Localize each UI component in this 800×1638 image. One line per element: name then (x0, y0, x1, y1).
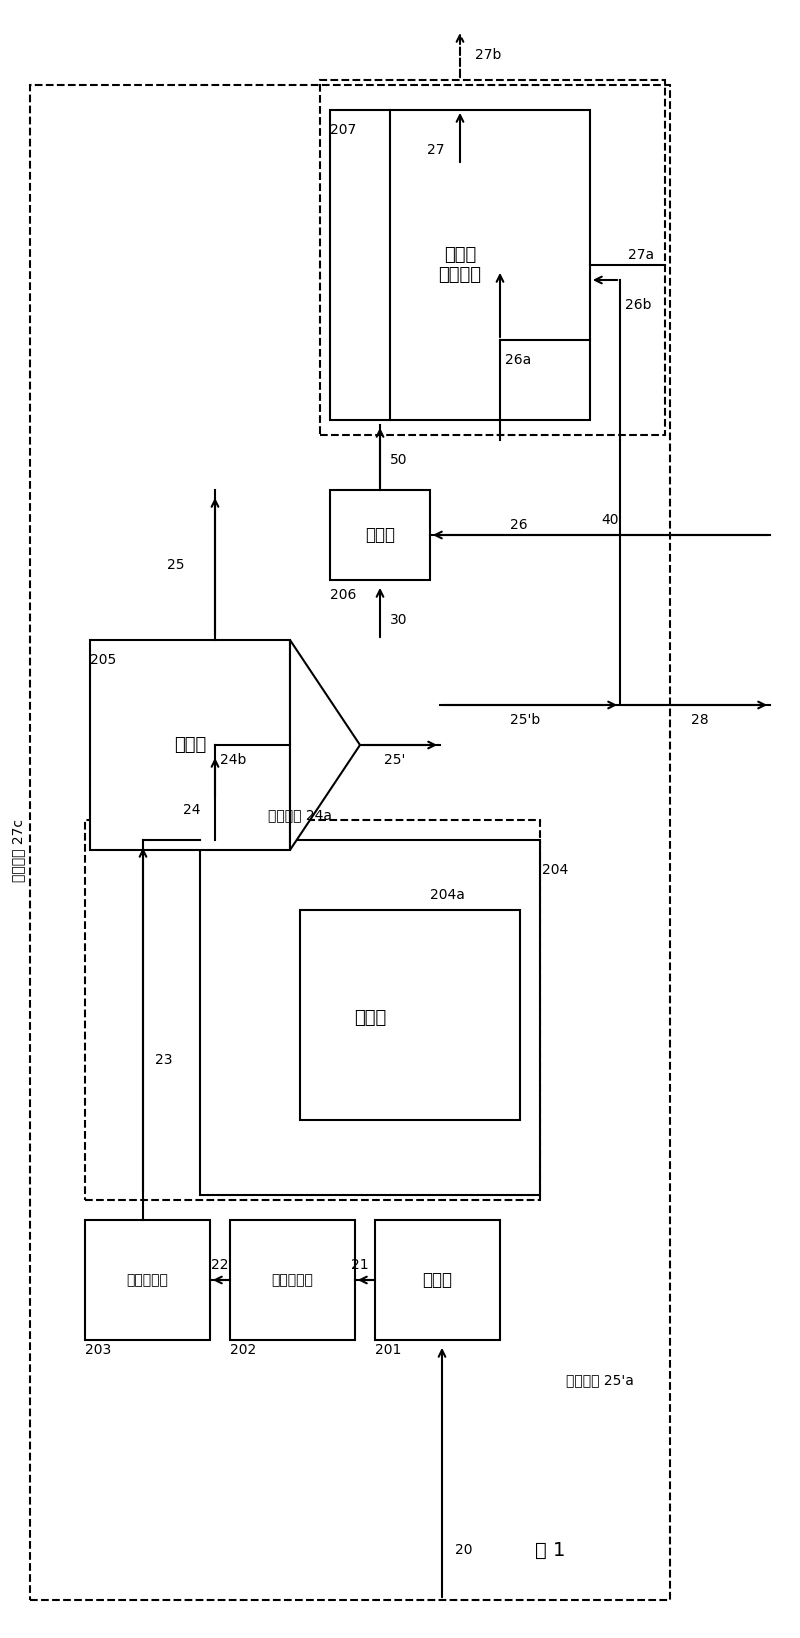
Text: 26a: 26a (505, 354, 531, 367)
Text: 内部回流 27c: 内部回流 27c (11, 819, 25, 881)
Text: 27: 27 (427, 143, 445, 157)
Text: 24: 24 (182, 803, 200, 817)
Text: 27b: 27b (475, 48, 502, 62)
Bar (85, 821, 540, 1201)
Bar (30, 85, 670, 1600)
Text: 28: 28 (691, 713, 709, 727)
Text: 27a: 27a (628, 247, 654, 262)
Bar (330, 490, 430, 580)
Bar (320, 80, 665, 436)
Text: 201: 201 (375, 1343, 402, 1356)
Text: 图 1: 图 1 (535, 1540, 565, 1559)
Text: 25'b: 25'b (510, 713, 540, 727)
Text: 生物膜
过滤装置: 生物膜 过滤装置 (438, 246, 482, 285)
Bar (85, 1220, 210, 1340)
Text: 207: 207 (330, 123, 356, 138)
Bar (200, 840, 540, 1196)
Bar (90, 640, 290, 850)
Text: 26: 26 (510, 518, 528, 532)
Text: 第二膜酸池: 第二膜酸池 (126, 1273, 169, 1287)
Text: 好氧池: 好氧池 (354, 1009, 386, 1027)
Bar (375, 1220, 500, 1340)
Text: 回流污泥 25'a: 回流污泥 25'a (566, 1373, 634, 1387)
Polygon shape (290, 640, 360, 850)
Text: 40: 40 (602, 513, 618, 527)
Text: 20: 20 (455, 1543, 473, 1558)
Text: 202: 202 (230, 1343, 256, 1356)
Bar (330, 110, 590, 419)
Text: 25: 25 (167, 559, 185, 572)
Text: 205: 205 (90, 654, 116, 667)
Text: 沉淀池: 沉淀池 (174, 735, 206, 753)
Text: 23: 23 (155, 1053, 173, 1066)
Text: 24b: 24b (220, 753, 246, 767)
Text: 21: 21 (351, 1258, 369, 1273)
Text: 接触池: 接触池 (365, 526, 395, 544)
Text: 内部回流 24a: 内部回流 24a (268, 808, 332, 822)
Text: 206: 206 (330, 588, 356, 603)
Text: 26b: 26b (625, 298, 651, 311)
Text: 204a: 204a (430, 888, 465, 903)
Text: 50: 50 (390, 454, 407, 467)
Bar (300, 911, 520, 1120)
Text: 25': 25' (384, 753, 406, 767)
Bar (230, 1220, 355, 1340)
Text: 22: 22 (211, 1258, 229, 1273)
Text: 30: 30 (390, 613, 407, 627)
Text: 203: 203 (85, 1343, 111, 1356)
Text: 厌氧池: 厌氧池 (422, 1271, 453, 1289)
Text: 204: 204 (542, 863, 568, 876)
Text: 第一膜酸池: 第一膜酸池 (271, 1273, 314, 1287)
